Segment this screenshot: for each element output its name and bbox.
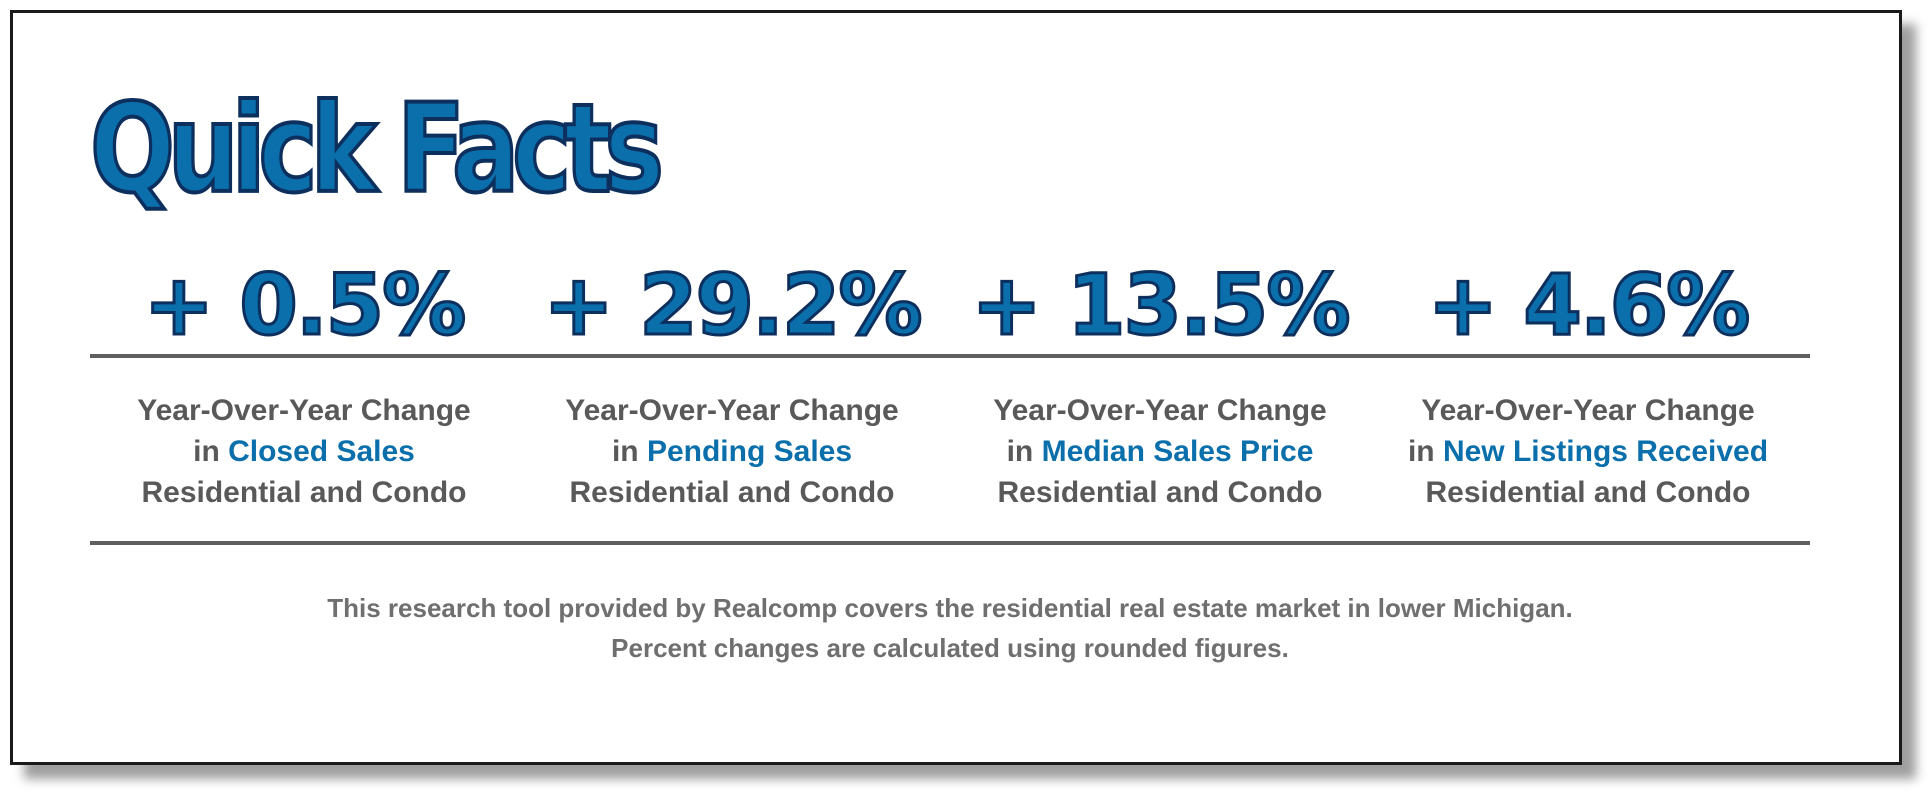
label-prefix: in xyxy=(1407,435,1443,468)
label-line-2: in Pending Sales xyxy=(518,431,946,472)
label-line-1: Year-Over-Year Change xyxy=(1421,394,1755,427)
stat-median-sales-price-value: + 13.5% xyxy=(970,256,1352,354)
stat-closed-sales-label: Year-Over-Year Change in Closed Sales Re… xyxy=(90,390,518,513)
stat-new-listings-value: + 4.6% xyxy=(1426,256,1752,354)
label-line-1: Year-Over-Year Change xyxy=(565,394,899,427)
label-highlight: Median Sales Price xyxy=(1041,435,1314,468)
label-line-3: Residential and Condo xyxy=(141,476,467,509)
page-title: Quick Facts xyxy=(88,78,665,220)
stat-closed-sales-value: + 0.5% xyxy=(142,256,468,354)
label-line-1: Year-Over-Year Change xyxy=(993,394,1327,427)
label-prefix: in xyxy=(611,435,647,468)
label-line-1: Year-Over-Year Change xyxy=(137,394,471,427)
label-prefix: in xyxy=(1006,435,1042,468)
label-line-3: Residential and Condo xyxy=(569,476,895,509)
stat-pending-sales-label: Year-Over-Year Change in Pending Sales R… xyxy=(518,390,946,513)
footer-line-2: Percent changes are calculated using rou… xyxy=(611,633,1289,663)
label-highlight: New Listings Received xyxy=(1442,435,1769,468)
stat-pending-sales-value: + 29.2% xyxy=(542,256,924,354)
label-highlight: Closed Sales xyxy=(228,435,415,468)
label-line-3: Residential and Condo xyxy=(997,476,1323,509)
label-highlight: Pending Sales xyxy=(646,435,853,468)
bottom-divider xyxy=(90,541,1810,545)
stat-new-listings-label: Year-Over-Year Change in New Listings Re… xyxy=(1374,390,1802,513)
label-prefix: in xyxy=(193,435,229,468)
label-line-2: in New Listings Received xyxy=(1374,431,1802,472)
footer-line-1: This research tool provided by Realcomp … xyxy=(327,593,1573,623)
stats-row: + 0.5% + 29.2% + 13.5% + 4.6% xyxy=(90,256,1802,354)
label-line-2: in Median Sales Price xyxy=(946,431,1374,472)
label-line-2: in Closed Sales xyxy=(90,431,518,472)
quick-facts-card xyxy=(10,10,1902,765)
footer-note: This research tool provided by Realcomp … xyxy=(90,588,1810,668)
label-line-3: Residential and Condo xyxy=(1425,476,1751,509)
top-divider xyxy=(90,354,1810,358)
stat-median-sales-price-label: Year-Over-Year Change in Median Sales Pr… xyxy=(946,390,1374,513)
